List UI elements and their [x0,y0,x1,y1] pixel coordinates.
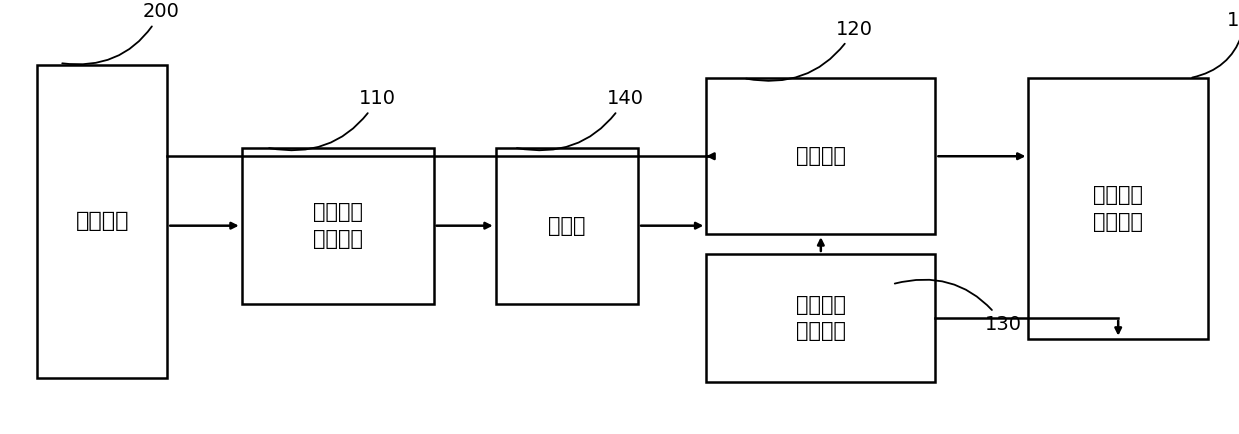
Text: 待测导线: 待测导线 [76,211,129,231]
Bar [706,254,935,382]
Text: 自动增益
调节装置: 自动增益 调节装置 [795,295,846,341]
Text: 200: 200 [62,2,180,64]
Text: 放大装置: 放大装置 [795,146,846,166]
Text: 150: 150 [1192,11,1239,78]
Bar [37,65,167,378]
Bar [1028,78,1208,339]
Text: 120: 120 [746,20,873,81]
Text: 130: 130 [895,279,1022,334]
Bar [496,148,638,304]
Bar [706,78,935,234]
Text: 交流电阻
输出装置: 交流电阻 输出装置 [1093,185,1144,231]
Bar [242,148,434,304]
Text: 移相器: 移相器 [548,216,586,236]
Text: 110: 110 [269,89,396,150]
Text: 同相电压
获取装置: 同相电压 获取装置 [312,203,363,249]
Text: 140: 140 [517,89,644,150]
